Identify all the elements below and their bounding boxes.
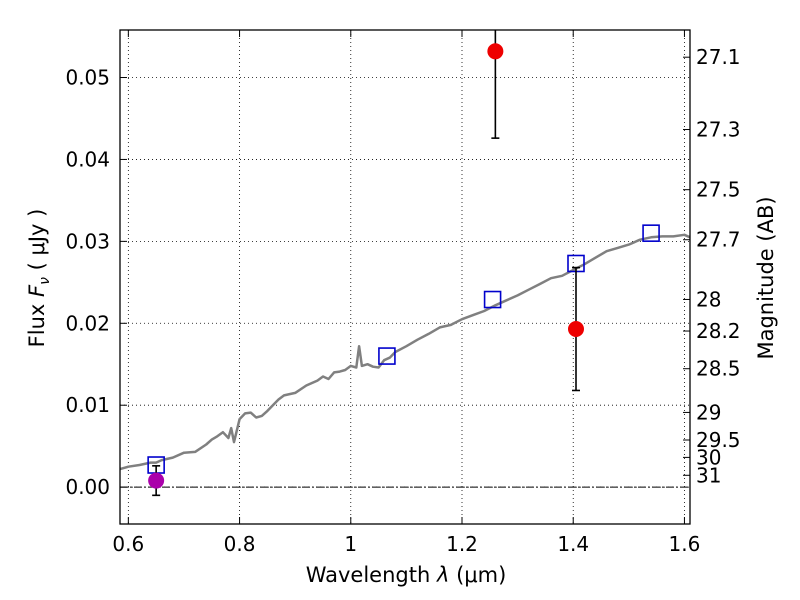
y-tick-label: 0.00 bbox=[65, 475, 110, 499]
x-tick-label: 1 bbox=[344, 532, 357, 556]
model-point-marker bbox=[483, 290, 502, 309]
y-tick-label: 0.01 bbox=[65, 393, 110, 417]
y2-tick-label: 27.1 bbox=[696, 45, 741, 69]
y2-tick-label: 27.5 bbox=[696, 178, 741, 202]
x-tick-label: 0.6 bbox=[112, 532, 144, 556]
ticks: 0.6 0.8 1 1.2 1.4 1.6 0.00 0.01 0.02 0.03 0.04 0.05… bbox=[65, 30, 741, 556]
y2-tick-label: 29.5 bbox=[696, 428, 741, 452]
y2-tick-label: 30 bbox=[696, 445, 721, 469]
x-tick-label: 1.2 bbox=[446, 532, 478, 556]
spectrum-line bbox=[119, 233, 691, 471]
y2-tick-label: 31 bbox=[696, 463, 721, 487]
spectrum-series bbox=[119, 233, 691, 471]
detection-point bbox=[568, 321, 584, 338]
y2-tick-label: 28.2 bbox=[696, 319, 741, 343]
y-tick-label: 0.04 bbox=[65, 147, 110, 171]
upper-limit-point bbox=[148, 472, 165, 489]
y-tick-label: 0.02 bbox=[65, 311, 110, 335]
model-point-marker bbox=[642, 224, 660, 242]
grid bbox=[120, 30, 690, 524]
y2-tick-label: 28 bbox=[696, 287, 721, 311]
plot-frame bbox=[119, 29, 691, 525]
y2-axis-title: Magnitude (AB) bbox=[754, 196, 778, 359]
y2-tick-label: 28.5 bbox=[696, 357, 741, 381]
x-tick-label: 1.6 bbox=[669, 532, 701, 556]
x-tick-label: 0.8 bbox=[224, 532, 256, 556]
detection-point bbox=[487, 43, 504, 60]
y2-tick-label: 27.3 bbox=[696, 118, 741, 142]
y-tick-label: 0.03 bbox=[65, 229, 110, 253]
model-point-marker bbox=[378, 347, 396, 365]
data-points bbox=[147, 30, 660, 497]
x-axis-title: Wavelength λ (μm) bbox=[306, 563, 507, 587]
x-tick-label: 1.4 bbox=[557, 532, 589, 556]
y-axis-title: Flux Fν ( μJy ) bbox=[25, 209, 53, 348]
y2-tick-label: 27.7 bbox=[696, 228, 741, 252]
y2-tick-label: 29 bbox=[696, 400, 721, 424]
y-tick-label: 0.05 bbox=[65, 66, 110, 90]
